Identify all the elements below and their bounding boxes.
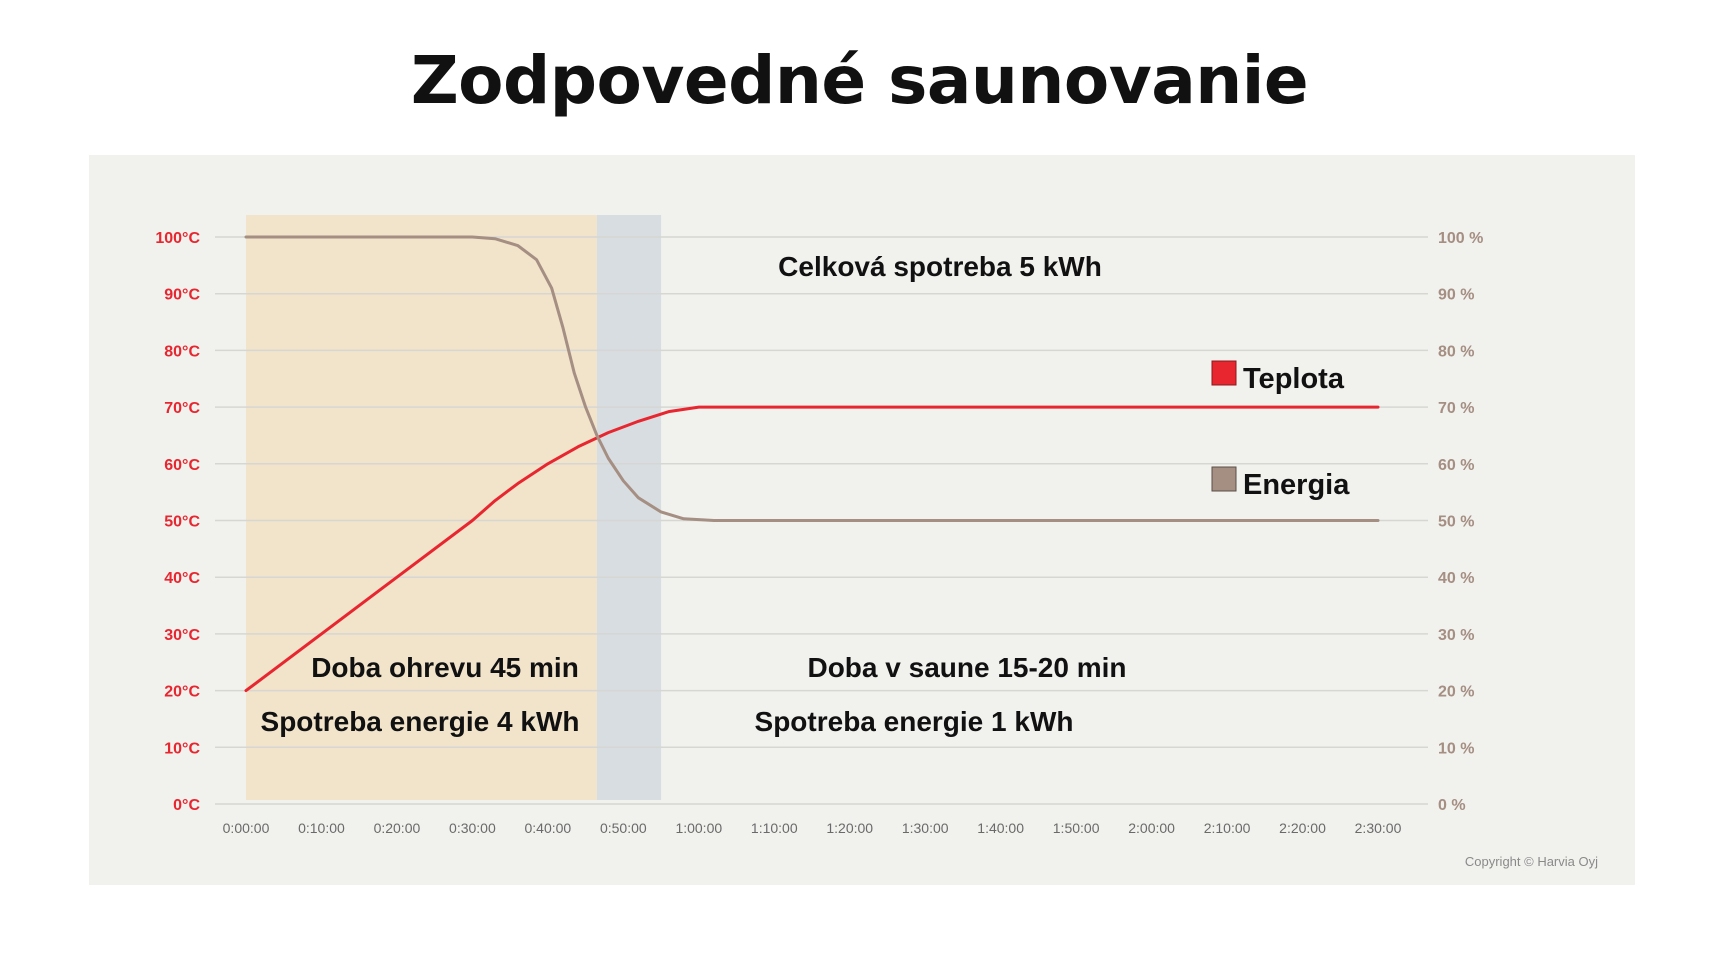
y-right-tick-label: 100 % [1438,230,1483,247]
y-right-tick-label: 40 % [1438,570,1474,587]
legend-label-teplota: Teplota [1243,363,1345,395]
x-tick-label: 2:00:00 [1128,820,1175,836]
annotation-sauna-time: Doba v saune 15-20 min [807,652,1126,683]
annotation-heat-energy: Spotreba energie 4 kWh [261,706,580,737]
x-tick-label: 1:20:00 [826,820,873,836]
legend-label-energia: Energia [1243,469,1350,501]
x-tick-label: 1:40:00 [977,820,1024,836]
y-left-tick-label: 20°C [164,684,200,701]
series-line-energia [244,235,1380,522]
y-right-tick-label: 10 % [1438,740,1474,757]
y-left-tick-label: 90°C [164,287,200,304]
y-right-tick-label: 0 % [1438,797,1466,814]
annotation-total: Celková spotreba 5 kWh [778,251,1102,282]
x-tick-label: 0:50:00 [600,820,647,836]
x-tick-label: 0:30:00 [449,820,496,836]
series-lines [244,235,1380,693]
y-left-tick-label: 40°C [164,570,200,587]
series-line-teplota [244,405,1380,693]
x-tick-label: 1:50:00 [1053,820,1100,836]
y-right-tick-label: 90 % [1438,287,1474,304]
x-tick-label: 0:40:00 [525,820,572,836]
y-left-tick-label: 80°C [164,343,200,360]
x-tick-label: 1:00:00 [675,820,722,836]
shaded-region-1 [596,215,662,800]
legend-swatch-teplota [1211,360,1237,386]
y-right-tick-label: 80 % [1438,343,1474,360]
annotation-sauna-energy: Spotreba energie 1 kWh [755,706,1074,737]
y-left-tick-label: 0°C [173,797,200,814]
x-tick-label: 1:10:00 [751,820,798,836]
y-right-tick-label: 60 % [1438,457,1474,474]
annotation-heat-time: Doba ohrevu 45 min [311,652,579,683]
y-right-tick-label: 50 % [1438,514,1474,531]
y-left-tick-label: 100°C [155,230,200,247]
y-right-tick-label: 30 % [1438,627,1474,644]
copyright-text: Copyright © Harvia Oyj [1465,854,1598,869]
y-left-tick-label: 10°C [164,740,200,757]
y-left-tick-label: 60°C [164,457,200,474]
tick-labels: 0°C 10°C 20°C 30°C 40°C 50°C 60°C 70°C 80°C 90°C 1… [155,230,1483,836]
x-tick-label: 2:30:00 [1355,820,1402,836]
shaded-region-0 [246,215,597,800]
page-title: Zodpovedné saunovanie [410,42,1309,119]
y-right-tick-label: 70 % [1438,400,1474,417]
x-tick-label: 2:10:00 [1204,820,1251,836]
y-right-tick-label: 20 % [1438,684,1474,701]
y-left-tick-label: 70°C [164,400,200,417]
shaded-regions [246,215,662,800]
x-tick-label: 1:30:00 [902,820,949,836]
y-left-tick-label: 50°C [164,514,200,531]
x-tick-label: 0:20:00 [374,820,421,836]
legend: Teplota Energia [1211,360,1350,501]
y-left-tick-label: 30°C [164,627,200,644]
x-tick-label: 0:00:00 [223,820,270,836]
x-tick-label: 0:10:00 [298,820,345,836]
x-tick-label: 2:20:00 [1279,820,1326,836]
annotations: Celková spotreba 5 kWh Doba ohrevu 45 mi… [261,251,1127,737]
legend-swatch-energia [1211,466,1237,492]
